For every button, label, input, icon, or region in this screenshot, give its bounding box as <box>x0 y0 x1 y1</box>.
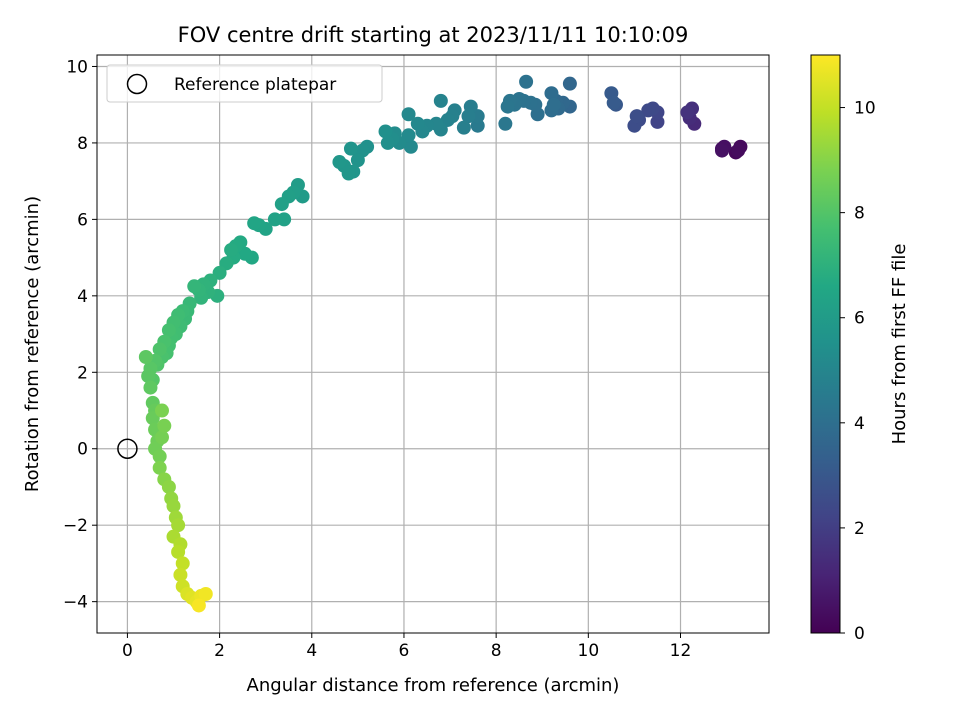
data-point <box>161 479 176 494</box>
data-point <box>714 143 729 158</box>
x-axis-ticks: 0 2 4 6 8 10 12 <box>122 633 691 661</box>
data-point <box>191 598 206 613</box>
data-point <box>378 124 393 139</box>
data-point <box>461 109 476 124</box>
data-point <box>157 418 172 433</box>
data-point <box>606 95 621 110</box>
data-point <box>212 265 227 280</box>
data-point <box>198 587 213 602</box>
data-point <box>152 449 167 464</box>
data-point <box>171 544 186 559</box>
data-point <box>498 116 513 131</box>
data-point <box>154 403 169 418</box>
data-point <box>562 76 577 91</box>
data-point <box>410 116 425 131</box>
legend-label: Reference platepar <box>174 75 336 95</box>
reference-marker <box>117 438 138 459</box>
x-tick-label: 12 <box>670 641 692 661</box>
x-tick-label: 4 <box>306 641 317 661</box>
data-point <box>401 128 416 143</box>
x-tick-label: 6 <box>399 641 410 661</box>
data-point <box>456 120 471 135</box>
x-tick-label: 8 <box>491 641 502 661</box>
data-point <box>629 109 644 124</box>
x-tick-label: 10 <box>578 641 600 661</box>
data-point <box>403 139 418 154</box>
data-point <box>641 103 656 118</box>
data-point <box>143 380 158 395</box>
colorbar <box>810 54 841 634</box>
y-tick-label: 10 <box>66 57 88 77</box>
data-point <box>187 279 202 294</box>
data-point <box>247 216 262 231</box>
legend: Reference platepar <box>106 64 383 103</box>
colorbar-tick-label: 0 <box>854 624 865 644</box>
data-point <box>731 143 746 158</box>
data-point <box>500 99 515 114</box>
data-point <box>237 246 252 261</box>
y-axis-ticks: −4 −2 0 2 4 6 8 10 <box>63 57 97 613</box>
data-point <box>380 135 395 150</box>
colorbar-label: Hours from first FF file <box>889 244 910 445</box>
data-point <box>145 411 160 426</box>
data-point <box>433 93 448 108</box>
y-tick-label: 8 <box>77 134 88 154</box>
data-point <box>173 567 188 582</box>
y-axis-label: Rotation from reference (arcmin) <box>22 196 43 492</box>
data-point <box>274 197 289 212</box>
colorbar-tick-label: 2 <box>854 519 865 539</box>
colorbar-ticks: 0 2 4 6 8 10 <box>840 99 876 644</box>
data-points <box>138 74 748 613</box>
data-point <box>332 155 347 170</box>
x-tick-label: 2 <box>214 641 225 661</box>
chart-title: FOV centre drift starting at 2023/11/11 … <box>178 23 689 47</box>
grid-lines <box>97 55 769 633</box>
colorbar-tick-label: 10 <box>854 99 876 119</box>
y-tick-label: 6 <box>77 210 88 230</box>
data-point <box>152 460 167 475</box>
data-point <box>343 141 358 156</box>
legend-marker <box>126 73 148 95</box>
data-point <box>161 323 176 338</box>
colorbar-tick-label: 6 <box>854 309 865 329</box>
x-axis-label: Angular distance from reference (arcmin) <box>247 675 620 696</box>
data-point <box>171 518 186 533</box>
plot-frame <box>96 54 770 634</box>
data-point <box>141 369 156 384</box>
y-tick-label: 2 <box>77 363 88 383</box>
y-tick-label: 4 <box>77 287 88 307</box>
data-point <box>544 86 559 101</box>
data-point <box>166 499 181 514</box>
colorbar-tick-label: 4 <box>854 414 865 434</box>
y-tick-label: −2 <box>63 516 88 536</box>
y-tick-label: −4 <box>63 593 88 613</box>
data-point <box>267 212 282 227</box>
x-tick-label: 0 <box>122 641 133 661</box>
data-point <box>350 153 365 168</box>
data-point <box>546 97 561 112</box>
data-point <box>138 349 153 364</box>
data-point <box>154 430 169 445</box>
y-tick-label: 0 <box>77 440 88 460</box>
data-point <box>175 556 190 571</box>
data-point <box>680 105 695 120</box>
data-point <box>401 107 416 122</box>
colorbar-tick-label: 8 <box>854 204 865 224</box>
legend-box <box>106 64 383 103</box>
data-point <box>224 242 239 257</box>
data-point <box>152 342 167 357</box>
data-point <box>519 74 534 89</box>
